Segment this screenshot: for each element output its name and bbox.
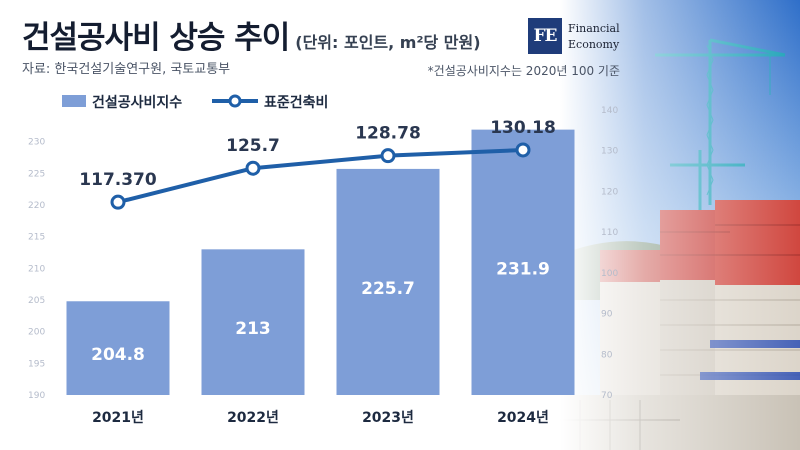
x-category-label: 2021년 <box>92 410 144 426</box>
line-value-label: 128.78 <box>355 124 421 144</box>
y-left-tick-label: 210 <box>28 264 45 274</box>
logo-text-line2: Economy <box>568 38 620 51</box>
y-right-tick-label: 130 <box>601 147 618 157</box>
unit-label: (단위: 포인트, m²당 만원) <box>295 33 481 52</box>
bar-value-label: 213 <box>235 319 271 339</box>
bar-value-label: 225.7 <box>361 279 415 299</box>
legend-bar-swatch <box>62 95 86 107</box>
title-block: 건설공사비 상승 추이 (단위: 포인트, m²당 만원) <box>22 12 481 57</box>
legend-line-swatch <box>212 94 258 108</box>
bar <box>66 301 170 395</box>
chart-title: 건설공사비 상승 추이 <box>22 20 290 56</box>
line-point <box>110 194 126 210</box>
y-left-tick-label: 190 <box>28 391 45 401</box>
y-right-tick-label: 100 <box>601 269 618 279</box>
line-value-label: 117.370 <box>79 170 157 190</box>
bar-value-label: 231.9 <box>496 259 550 279</box>
construction-photo <box>560 0 800 450</box>
line-series <box>117 147 524 205</box>
logo-mark: FE <box>528 18 562 54</box>
y-left-tick-label: 215 <box>28 233 45 243</box>
logo-text-line1: Financial <box>568 22 620 35</box>
line-point <box>245 160 261 176</box>
y-right-tick-label: 80 <box>601 350 613 360</box>
y-left-tick-label: 200 <box>28 328 45 338</box>
bar <box>336 168 440 395</box>
source-note: 자료: 한국건설기술연구원, 국토교통부 <box>22 62 231 77</box>
line-point <box>380 148 396 164</box>
bar-value-label: 204.8 <box>91 345 145 365</box>
y-right-tick-label: 90 <box>601 310 613 320</box>
legend: 건설공사비지수 표준건축비 <box>52 86 348 116</box>
y-left-tick-label: 225 <box>28 169 45 179</box>
y-right-tick-label: 110 <box>601 228 618 238</box>
y-right-tick-label: 70 <box>601 391 613 401</box>
line-point <box>515 142 531 158</box>
y-right-tick-label: 140 <box>601 106 618 116</box>
y-left-tick-label: 205 <box>28 296 45 306</box>
x-category-label: 2024년 <box>497 410 549 426</box>
line-value-label: 125.7 <box>226 136 280 156</box>
line-value-label: 130.18 <box>490 118 556 138</box>
publisher-logo: FE Financial Economy <box>528 18 626 58</box>
legend-line-label: 표준건축비 <box>264 95 329 111</box>
bar <box>201 249 305 395</box>
legend-bar-label: 건설공사비지수 <box>92 95 183 111</box>
x-category-label: 2023년 <box>362 410 414 426</box>
y-left-tick-label: 230 <box>28 138 45 148</box>
y-right-tick-label: 120 <box>601 187 618 197</box>
bar <box>471 129 575 395</box>
y-left-tick-label: 220 <box>28 201 45 211</box>
y-left-tick-label: 195 <box>28 359 45 369</box>
x-category-label: 2022년 <box>227 410 279 426</box>
base-year-note: *건설공사비지수는 2020년 100 기준 <box>427 64 620 78</box>
